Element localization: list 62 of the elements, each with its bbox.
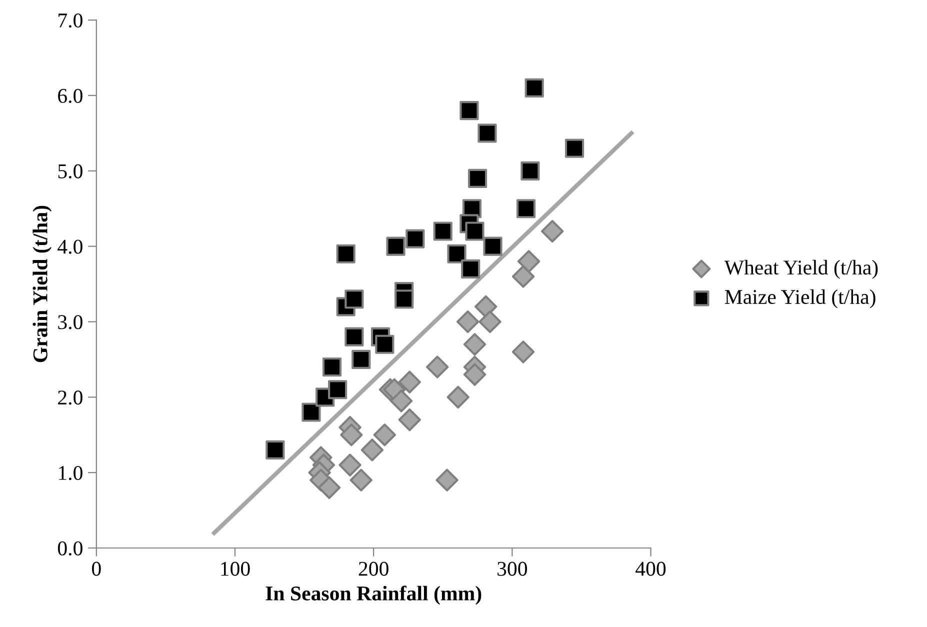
point xyxy=(426,356,449,378)
point xyxy=(266,440,285,460)
point xyxy=(520,161,540,180)
point xyxy=(465,222,484,241)
point xyxy=(398,370,421,394)
point xyxy=(394,290,414,309)
x-axis-title: In Season Rainfall (mm) xyxy=(266,586,482,605)
point xyxy=(386,236,406,256)
point xyxy=(564,138,584,158)
point xyxy=(406,229,425,248)
point xyxy=(446,386,470,409)
point xyxy=(373,424,396,446)
y-tick-label: 3.0 xyxy=(58,315,82,330)
point xyxy=(468,168,488,188)
point xyxy=(338,454,362,476)
point xyxy=(436,468,458,492)
point xyxy=(478,310,502,334)
x-tick-label: 100 xyxy=(221,562,250,576)
point xyxy=(390,390,413,412)
point xyxy=(517,250,540,273)
point xyxy=(461,259,480,278)
point xyxy=(456,310,480,334)
x-tick-label: 200 xyxy=(358,562,388,576)
point xyxy=(460,101,479,120)
y-tick-label: 6.0 xyxy=(58,88,82,104)
y-tick-label: 1.0 xyxy=(59,466,82,480)
point xyxy=(322,357,342,377)
point xyxy=(344,290,364,309)
point xyxy=(360,438,384,462)
point xyxy=(463,363,486,386)
point xyxy=(350,468,372,492)
point xyxy=(375,334,394,354)
legend-label: Maize Yield (t/ha) xyxy=(724,289,876,308)
point xyxy=(512,265,535,288)
y-tick-label: 2.0 xyxy=(58,390,82,405)
x-tick-label: 0 xyxy=(92,562,101,576)
point xyxy=(302,402,321,422)
point xyxy=(352,350,371,369)
point xyxy=(516,199,536,218)
point xyxy=(524,78,544,98)
y-tick-label: 7.0 xyxy=(58,13,82,28)
x-tick-label: 300 xyxy=(498,562,527,576)
point xyxy=(340,424,363,446)
point xyxy=(433,222,452,241)
x-tick-label: 400 xyxy=(636,562,666,576)
point xyxy=(447,244,466,264)
point xyxy=(483,236,502,256)
point xyxy=(336,244,356,264)
y-tick-label: 0.0 xyxy=(58,541,82,556)
point xyxy=(463,333,486,356)
point xyxy=(328,380,348,400)
y-tick-label: 5.0 xyxy=(58,164,82,178)
legend-label: Wheat Yield (t/ha) xyxy=(724,260,878,279)
point xyxy=(344,327,364,346)
point xyxy=(318,476,341,500)
point xyxy=(478,124,497,143)
point xyxy=(398,408,421,432)
y-tick-label: 4.0 xyxy=(58,240,82,254)
point xyxy=(512,340,535,364)
point xyxy=(474,295,498,318)
y-axis-title: Grain Yield (t/ha) xyxy=(32,206,52,362)
point xyxy=(541,220,564,243)
